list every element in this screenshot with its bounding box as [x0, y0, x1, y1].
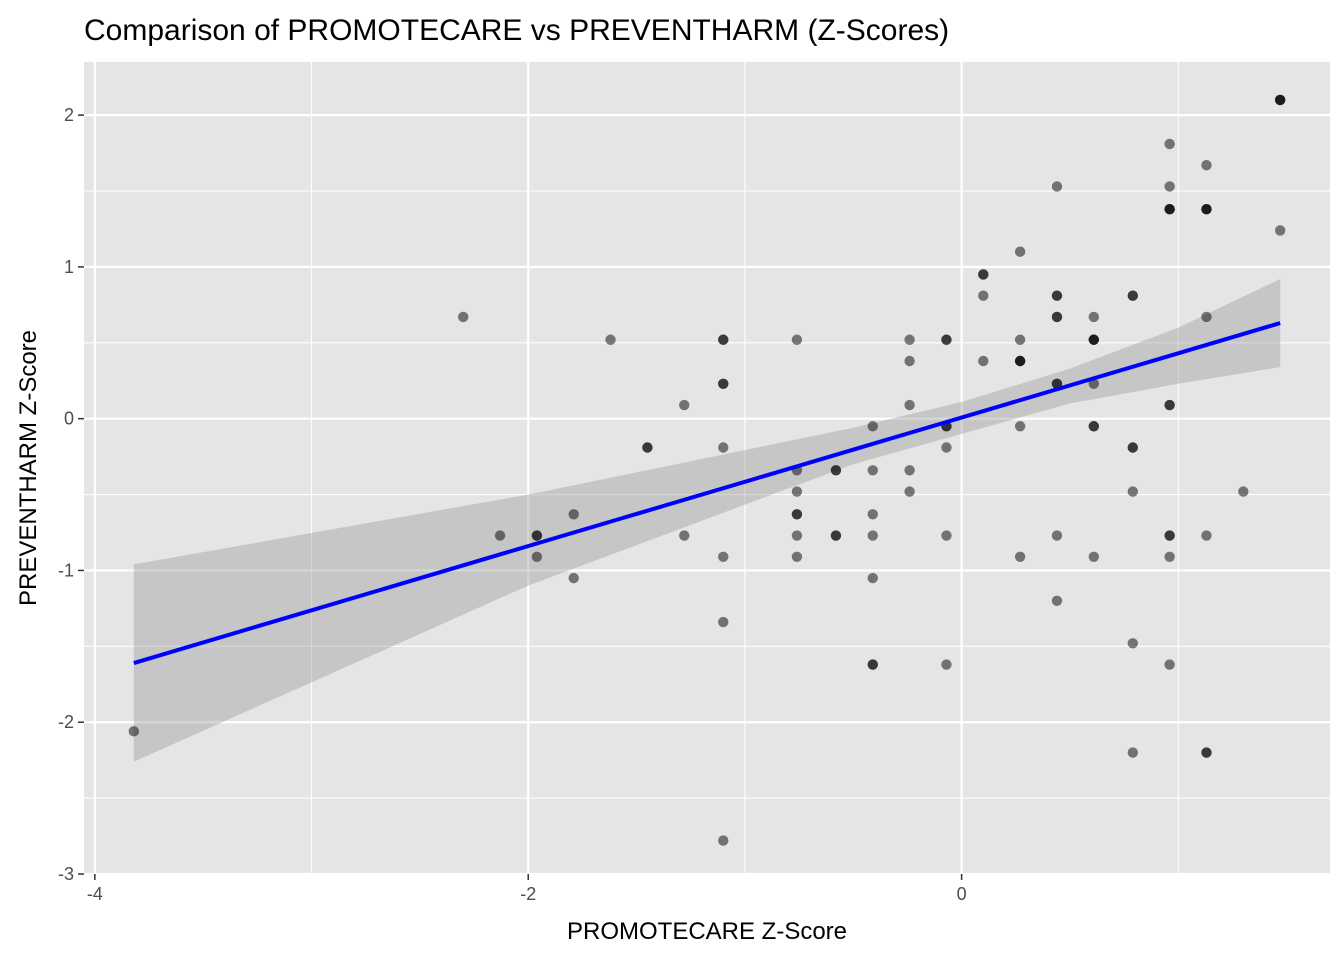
data-point [1051, 530, 1063, 541]
y-tick-label: 1 [64, 257, 74, 277]
data-point [568, 572, 579, 584]
data-point [904, 486, 915, 497]
data-point [531, 530, 543, 541]
data-point [679, 399, 690, 411]
data-point [904, 355, 915, 367]
y-tick-label: 2 [64, 105, 74, 125]
data-point [978, 355, 989, 367]
data-point [941, 334, 952, 345]
data-point [1051, 378, 1063, 389]
data-point [1127, 486, 1139, 497]
data-point [1201, 530, 1212, 541]
data-point [642, 442, 653, 453]
x-axis: -4 -2 0 [87, 874, 967, 904]
data-point [1274, 225, 1286, 236]
data-point [1127, 638, 1139, 649]
data-point [1088, 551, 1100, 562]
data-point [1014, 355, 1026, 367]
data-point [791, 530, 803, 541]
data-point [791, 551, 803, 562]
data-point [1238, 486, 1249, 497]
confidence-band [133, 279, 1281, 762]
regression-line [133, 321, 1281, 665]
major-grid [84, 62, 1330, 876]
data-point [791, 486, 803, 497]
data-point [718, 442, 729, 453]
data-point [1051, 290, 1063, 301]
data-point [458, 311, 469, 323]
x-tick-label: -4 [87, 884, 103, 904]
y-axis-title: PREVENTHARM Z-Score [15, 330, 42, 606]
data-point [867, 530, 878, 541]
data-point [494, 530, 506, 541]
data-point [1014, 334, 1026, 345]
data-point [1274, 94, 1286, 106]
data-point [867, 572, 878, 584]
data-point [941, 530, 952, 541]
data-point [605, 334, 616, 345]
y-tick-label: 0 [64, 409, 74, 429]
data-point [1051, 181, 1063, 192]
data-point [1164, 399, 1175, 411]
data-point [1088, 334, 1100, 345]
data-point [1014, 551, 1026, 562]
data-point [1014, 421, 1026, 432]
data-point [568, 509, 579, 520]
data-point [1051, 311, 1063, 323]
data-points [128, 94, 1286, 846]
data-point [1201, 160, 1212, 171]
data-point [679, 530, 690, 541]
data-point [867, 421, 878, 432]
data-point [978, 290, 989, 301]
data-point [718, 835, 729, 846]
data-point [830, 530, 842, 541]
data-point [867, 465, 878, 476]
data-point [941, 659, 952, 670]
data-point [718, 551, 729, 562]
data-point [1201, 311, 1212, 323]
data-point [1201, 204, 1212, 215]
data-point [718, 378, 729, 389]
data-point [941, 442, 952, 453]
data-point [904, 399, 915, 411]
data-point [1127, 747, 1139, 758]
data-point [1014, 246, 1026, 257]
chart-title: Comparison of PROMOTECARE vs PREVENTHARM… [84, 14, 949, 47]
data-point [1127, 290, 1139, 301]
data-point [978, 269, 989, 280]
y-tick-label: -3 [58, 864, 74, 884]
data-point [1164, 181, 1175, 192]
data-point [867, 659, 878, 670]
data-point [1164, 659, 1175, 670]
data-point [830, 465, 842, 476]
data-point [791, 509, 803, 520]
y-axis: 2 1 0 -1 -2 -3 [58, 105, 84, 884]
data-point [867, 509, 878, 520]
data-point [791, 334, 803, 345]
data-point [1164, 204, 1175, 215]
data-point [1088, 421, 1100, 432]
data-point [531, 551, 543, 562]
data-point [718, 334, 729, 345]
data-point [1164, 551, 1175, 562]
data-point [904, 334, 915, 345]
x-tick-label: -2 [520, 884, 536, 904]
data-point [1164, 138, 1175, 150]
data-point [1164, 530, 1175, 541]
y-tick-label: -1 [58, 560, 74, 580]
plot-panel [84, 62, 1330, 874]
data-point [1088, 311, 1100, 323]
data-point [1201, 747, 1212, 758]
data-point [904, 465, 915, 476]
data-point [1051, 595, 1063, 607]
y-tick-label: -2 [58, 712, 74, 732]
x-axis-title: PROMOTECARE Z-Score [567, 918, 847, 945]
data-point [718, 616, 729, 628]
x-tick-label: 0 [957, 884, 967, 904]
data-point [1127, 442, 1139, 453]
data-point [128, 726, 140, 737]
